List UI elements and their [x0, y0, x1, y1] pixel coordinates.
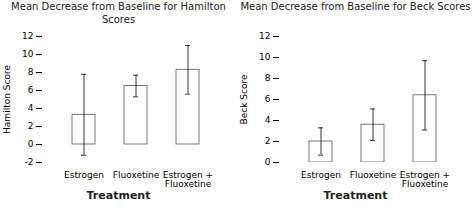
svg-text:0: 0	[28, 139, 34, 149]
svg-text:Beck Score: Beck Score	[239, 74, 249, 124]
svg-text:8: 8	[265, 73, 271, 83]
svg-text:Estrogen +Fluoxetine: Estrogen +Fluoxetine	[400, 170, 450, 188]
svg-text:8: 8	[28, 67, 34, 77]
svg-text:-2: -2	[25, 157, 34, 167]
svg-text:4: 4	[265, 115, 271, 125]
svg-text:6: 6	[28, 85, 34, 95]
svg-text:Estrogen: Estrogen	[301, 170, 341, 180]
svg-text:12: 12	[22, 31, 33, 41]
svg-text:Fluoxetine: Fluoxetine	[350, 170, 397, 180]
svg-text:10: 10	[22, 49, 34, 59]
svg-text:Fluoxetine: Fluoxetine	[113, 170, 160, 180]
svg-text:Estrogen: Estrogen	[64, 170, 104, 180]
svg-text:0: 0	[265, 157, 271, 167]
svg-text:6: 6	[265, 94, 271, 104]
html-text:Mean Decrease from Baseline fo: Mean Decrease from Baseline for Hamilton…	[11, 1, 226, 25]
svg-text:4: 4	[28, 103, 34, 113]
svg-text:2: 2	[28, 121, 34, 131]
svg-text:10: 10	[259, 52, 271, 62]
html-text:Mean Decrease from Baseline fo: Mean Decrease from Baseline for Beck Sco…	[240, 1, 471, 12]
svg-text:2: 2	[265, 136, 271, 146]
html-text:Treatment: Treatment	[86, 189, 151, 202]
html-text:Treatment: Treatment	[323, 189, 388, 202]
svg-text:12: 12	[259, 31, 270, 41]
svg-text:Estrogen +Fluoxetine: Estrogen +Fluoxetine	[163, 170, 213, 188]
svg-text:Hamilton Score: Hamilton Score	[2, 65, 12, 134]
